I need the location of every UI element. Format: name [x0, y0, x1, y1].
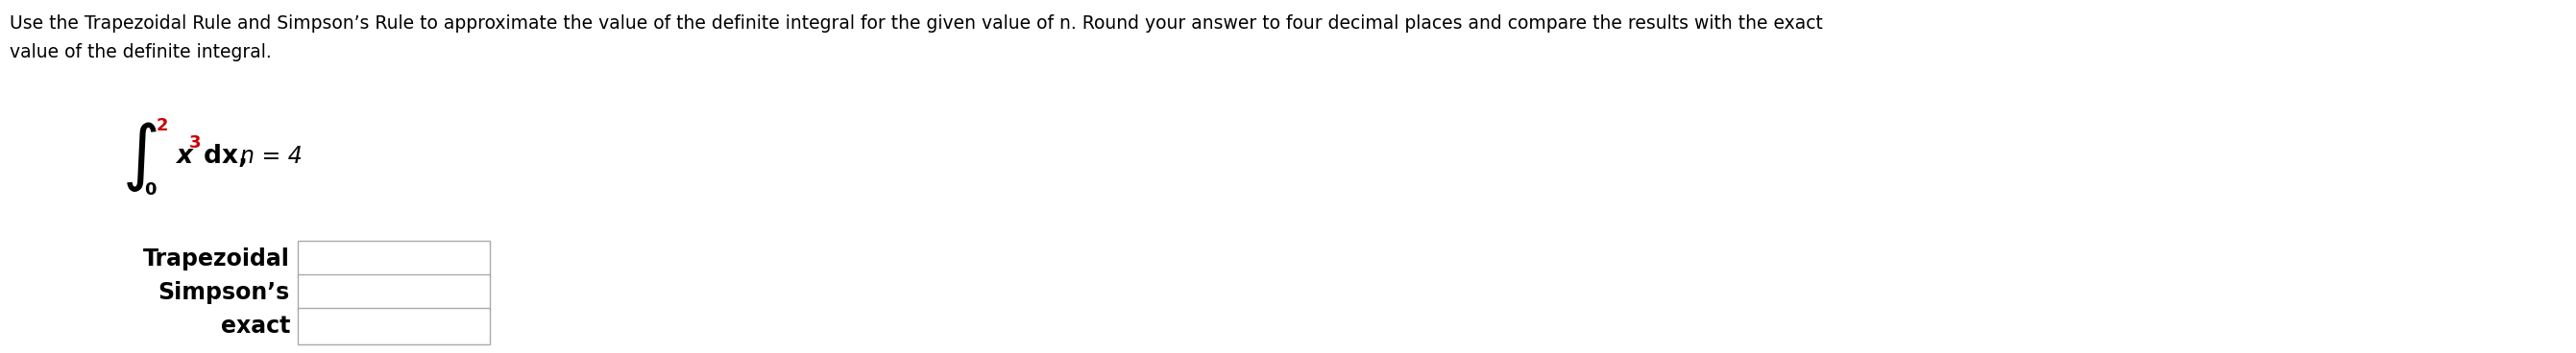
Text: 0: 0: [144, 181, 157, 198]
Text: 3: 3: [188, 134, 201, 151]
Text: exact: exact: [222, 315, 291, 338]
Text: Trapezoidal: Trapezoidal: [144, 247, 291, 270]
Text: dx,: dx,: [196, 144, 247, 169]
Text: x: x: [175, 144, 193, 169]
Text: Simpson’s: Simpson’s: [157, 281, 291, 304]
Text: 2: 2: [157, 117, 167, 134]
Bar: [299, 241, 489, 277]
Text: value of the definite integral.: value of the definite integral.: [10, 43, 270, 61]
Text: $\int$: $\int$: [121, 119, 157, 193]
Text: Use the Trapezoidal Rule and Simpson’s Rule to approximate the value of the defi: Use the Trapezoidal Rule and Simpson’s R…: [10, 14, 1824, 32]
Bar: [299, 308, 489, 345]
Text: n = 4: n = 4: [240, 145, 301, 168]
Bar: [299, 274, 489, 311]
